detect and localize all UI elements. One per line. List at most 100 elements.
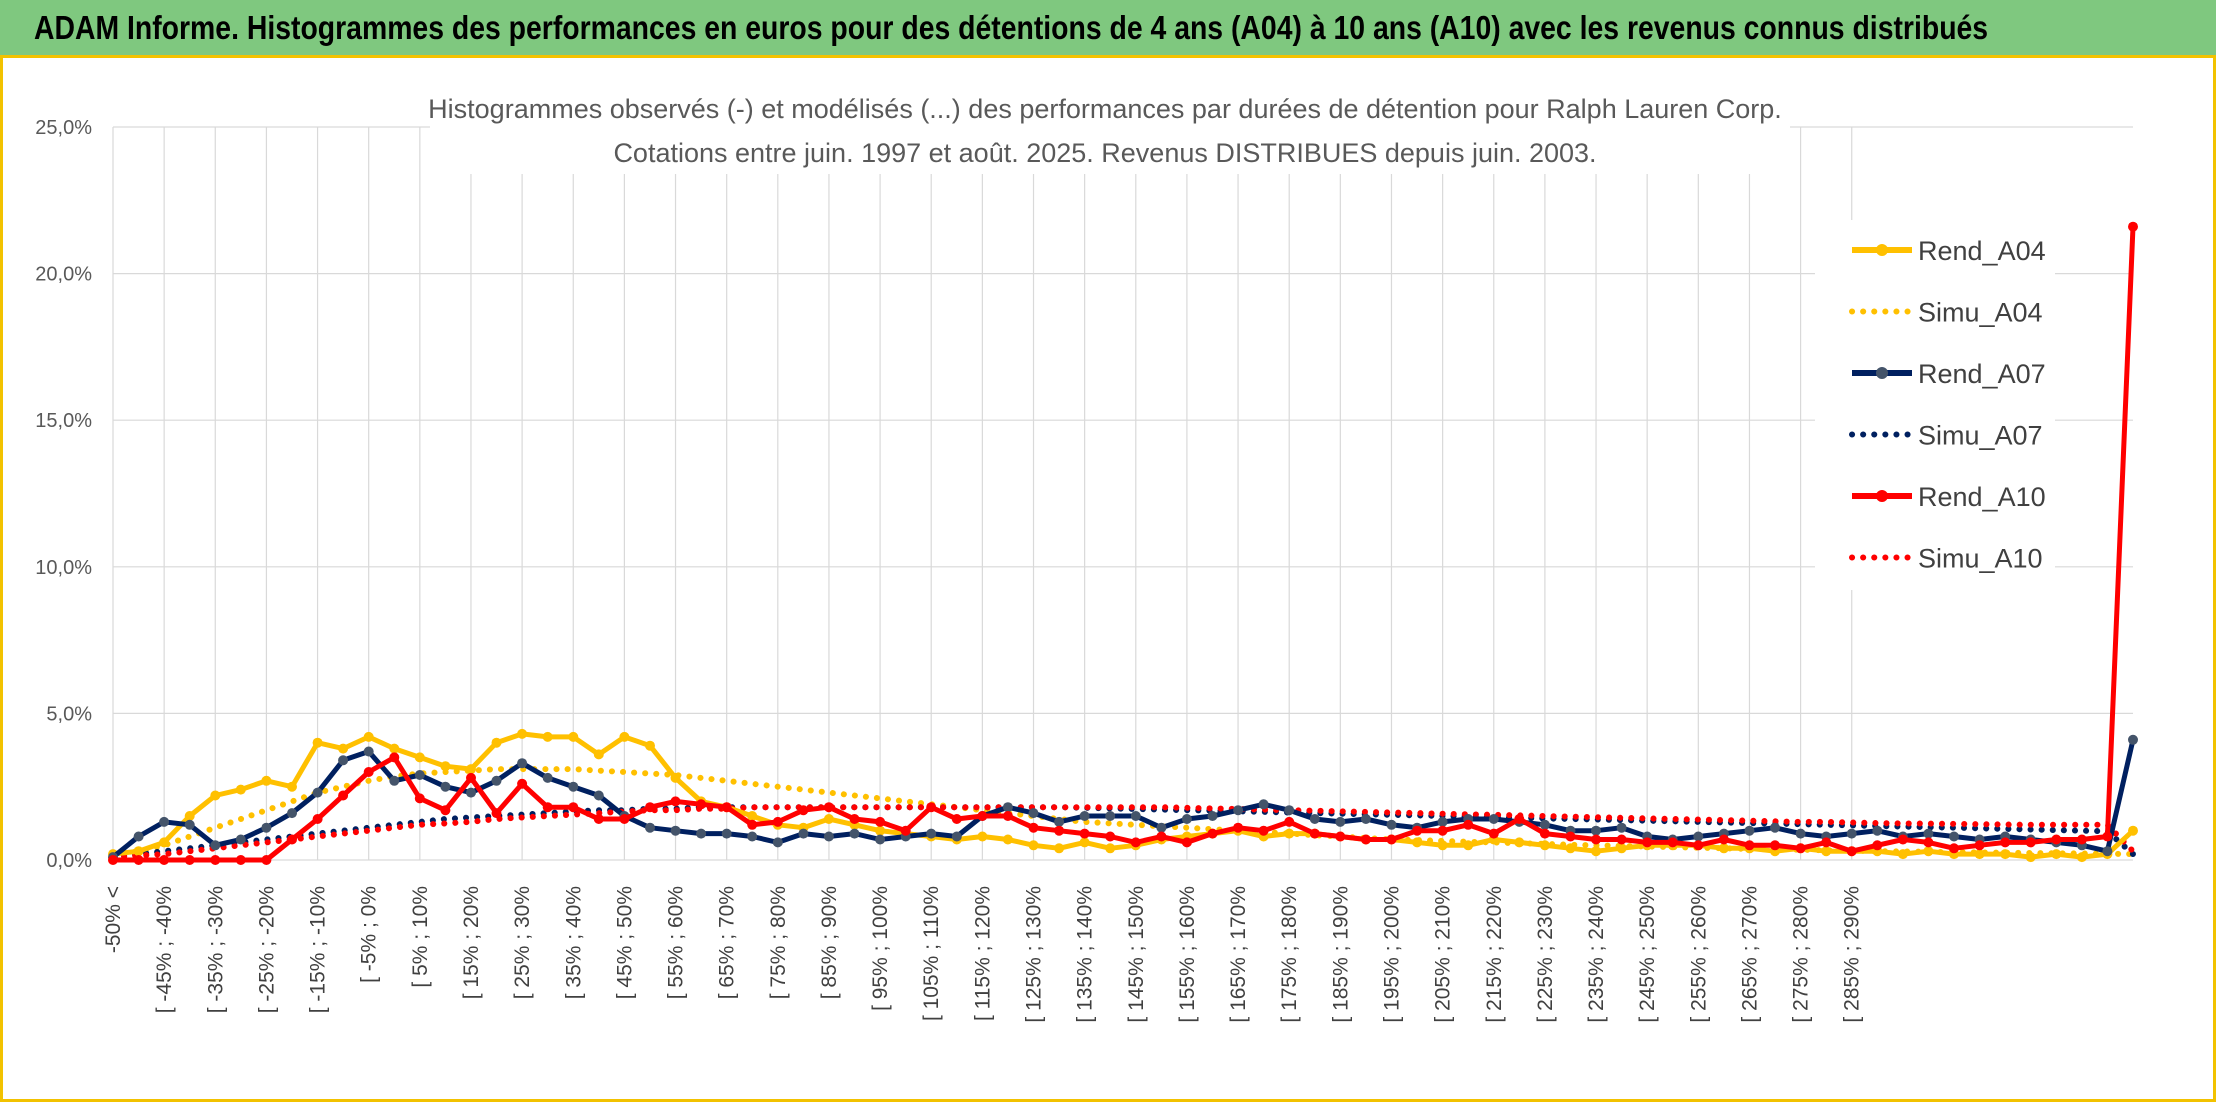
data-point — [491, 808, 502, 819]
data-point — [1105, 843, 1116, 854]
data-point — [645, 822, 655, 833]
data-point — [1284, 805, 1295, 816]
x-tick-label: [ -5% ; 0% — [358, 886, 381, 983]
x-axis-ticks: -50% < [ -45% ; -40% [ -35% ; -30% [ -25% ;… — [102, 886, 1864, 1023]
data-point — [747, 811, 758, 821]
data-point — [1360, 834, 1371, 845]
y-tick-label: 20,0% — [35, 264, 92, 286]
data-point — [1795, 828, 1806, 839]
data-point — [1591, 846, 1601, 857]
data-point — [466, 764, 476, 775]
data-point — [1335, 816, 1346, 827]
data-point — [1821, 837, 1832, 848]
data-point — [1539, 840, 1550, 851]
data-point — [849, 828, 860, 839]
data-point — [1437, 816, 1448, 827]
data-point — [875, 825, 886, 836]
data-point — [1054, 825, 1065, 836]
data-point — [466, 772, 476, 783]
data-point — [1974, 849, 1985, 860]
data-point — [2102, 831, 2113, 842]
series-layer — [108, 221, 2138, 865]
data-point — [1821, 846, 1832, 857]
data-point — [1770, 822, 1780, 833]
data-point — [2025, 852, 2036, 863]
data-point — [1079, 837, 1090, 848]
x-tick-label: [ 265% ; 270% — [1738, 886, 1761, 1023]
data-point — [2076, 852, 2087, 863]
data-point — [1846, 828, 1857, 839]
data-point — [210, 840, 221, 851]
y-axis-ticks: 0,0% 5,0% 10,0% 15,0% 20,0% 25,0% — [35, 117, 92, 872]
x-tick-label: [ 15% ; 20% — [460, 886, 483, 999]
data-point — [1514, 837, 1525, 848]
data-point — [1386, 834, 1397, 845]
x-tick-label: [ 215% ; 220% — [1483, 886, 1506, 1023]
x-tick-label: [ 65% ; 70% — [716, 886, 739, 999]
data-point — [1846, 846, 1857, 857]
data-point — [440, 781, 451, 792]
data-point — [1181, 814, 1192, 824]
data-point — [133, 855, 144, 865]
data-point — [823, 831, 834, 842]
data-point — [1002, 802, 1013, 813]
data-point — [2076, 834, 2087, 845]
x-tick-label: [ 285% ; 290% — [1841, 886, 1864, 1023]
data-point — [951, 814, 962, 824]
x-tick-label: [ 35% ; 40% — [562, 886, 585, 999]
data-point — [491, 775, 502, 786]
data-point — [133, 846, 144, 857]
x-tick-label: [ 105% ; 110% — [920, 886, 943, 1021]
data-point — [1437, 840, 1448, 851]
data-point — [1181, 837, 1192, 848]
x-tick-label: [ 205% ; 210% — [1432, 886, 1455, 1023]
data-point — [312, 814, 323, 824]
data-point — [1463, 819, 1474, 830]
legend-label: Simu_A10 — [1918, 544, 2043, 574]
chart-title-backdrop — [430, 80, 1790, 174]
data-point — [159, 855, 170, 865]
data-point — [287, 834, 297, 845]
data-point — [542, 802, 553, 813]
x-tick-label: [ 5% ; 10% — [409, 886, 432, 988]
data-point — [1642, 837, 1653, 848]
data-point — [2051, 849, 2062, 860]
data-point — [1770, 840, 1780, 851]
data-point — [1130, 837, 1141, 848]
data-point — [1386, 819, 1397, 830]
data-point — [1872, 840, 1883, 851]
data-point — [926, 828, 937, 839]
y-tick-label: 5,0% — [46, 703, 92, 725]
data-point — [645, 740, 655, 751]
data-point — [1565, 831, 1576, 842]
data-point — [1156, 822, 1167, 833]
x-tick-label: [ -15% ; -10% — [307, 886, 330, 1013]
data-point — [721, 828, 732, 839]
y-tick-label: 25,0% — [35, 117, 92, 139]
legend-item-rend-a07: Rend_A07 — [1852, 359, 2046, 389]
legend-label: Rend_A04 — [1918, 236, 2046, 266]
x-tick-label: [ 115% ; 120% — [971, 886, 994, 1021]
legend-backdrop — [1815, 220, 2055, 590]
data-point — [2102, 846, 2113, 857]
data-point — [1054, 816, 1065, 827]
data-point — [1207, 811, 1218, 821]
y-tick-label: 15,0% — [35, 410, 92, 432]
report-title: ADAM Informe. Histogrammes des performan… — [34, 9, 1989, 46]
data-point — [1897, 834, 1908, 845]
data-point — [1284, 816, 1295, 827]
data-point — [491, 737, 502, 748]
data-point — [1233, 822, 1244, 833]
data-point — [798, 828, 809, 839]
legend-item-simu-a07: Simu_A07 — [1849, 421, 2043, 451]
data-point — [1693, 840, 1704, 851]
data-point — [1744, 825, 1755, 836]
data-point — [1539, 819, 1550, 830]
data-point — [900, 825, 911, 836]
data-point — [670, 796, 681, 807]
data-point — [159, 837, 170, 848]
data-point — [772, 837, 783, 848]
data-point — [1923, 837, 1934, 848]
legend-item-rend-a10: Rend_A10 — [1852, 482, 2046, 512]
